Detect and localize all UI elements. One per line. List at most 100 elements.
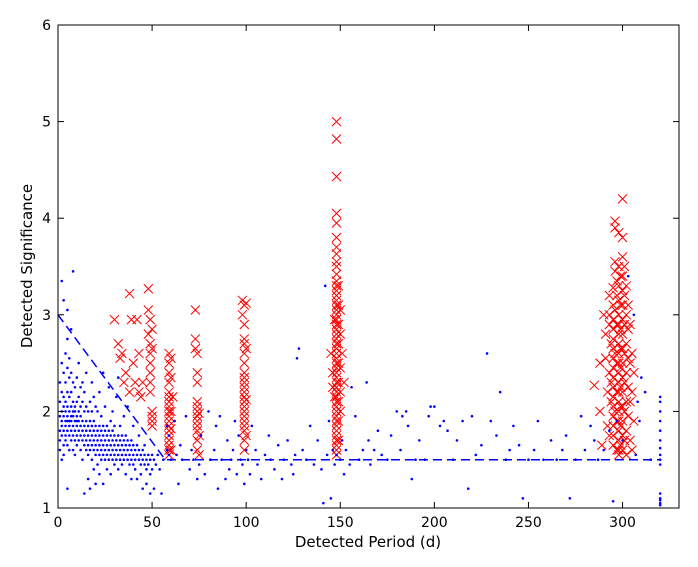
dot-marker (568, 497, 572, 500)
cross-marker (604, 309, 615, 320)
cross-marker (596, 440, 607, 451)
dot-marker (73, 429, 77, 433)
cross-marker (617, 387, 628, 397)
dot-marker (75, 419, 79, 423)
dot-marker (62, 371, 65, 375)
cross-marker (617, 194, 628, 204)
dot-marker (643, 390, 647, 394)
dot-marker (589, 424, 592, 428)
x-tick-label: 0 (54, 515, 63, 531)
cross-marker (239, 435, 250, 446)
dot-marker (73, 453, 77, 457)
x-tick-label: 250 (515, 515, 542, 531)
cross-marker (239, 392, 250, 402)
cross-marker (606, 338, 617, 349)
dot-marker (118, 458, 122, 462)
cross-marker (623, 411, 634, 422)
cross-marker (143, 305, 154, 315)
dot-marker (244, 448, 248, 452)
cross-marker (610, 305, 620, 315)
dot-marker (71, 414, 75, 418)
cross-marker (610, 223, 620, 233)
cross-marker (331, 276, 342, 286)
dot-marker (105, 468, 109, 471)
dot-marker (145, 458, 148, 462)
dot-marker (92, 429, 96, 433)
cross-marker (333, 435, 344, 446)
dot-marker (58, 400, 62, 404)
cross-marker (335, 363, 346, 373)
dot-marker (88, 439, 92, 442)
dot-marker (99, 458, 103, 462)
dot-marker (615, 419, 619, 423)
dot-marker (361, 448, 365, 452)
dot-marker (79, 405, 82, 408)
dot-marker (335, 453, 338, 457)
threshold-line (57, 314, 661, 461)
dot-marker (152, 487, 156, 490)
dot-marker (160, 492, 163, 495)
cross-marker (608, 401, 618, 412)
dot-marker (227, 468, 231, 471)
dot-marker (658, 463, 662, 466)
cross-marker (617, 358, 628, 368)
cross-marker (331, 171, 342, 182)
cross-marker (613, 295, 624, 306)
cross-marker (331, 353, 342, 364)
cross-marker (119, 377, 129, 388)
cross-marker (617, 372, 628, 383)
dot-marker (58, 439, 62, 442)
dot-marker (64, 419, 67, 423)
dot-marker (154, 463, 158, 466)
dot-marker (442, 419, 446, 423)
cross-marker (239, 416, 250, 426)
dot-marker (83, 410, 86, 413)
dot-marker (88, 400, 92, 404)
dot-marker (357, 458, 361, 462)
dot-marker (184, 414, 188, 418)
cross-marker (335, 305, 346, 315)
plot-frame (57, 24, 680, 509)
cross-marker (134, 387, 144, 397)
cross-marker (192, 348, 203, 359)
dot-marker (237, 434, 240, 437)
cross-marker (627, 348, 637, 359)
cross-marker (164, 406, 174, 417)
dot-marker (60, 279, 64, 283)
dot-marker (135, 477, 139, 481)
dot-marker (84, 419, 88, 423)
dot-marker (115, 448, 118, 452)
dot-marker (79, 424, 82, 428)
dot-marker (113, 443, 116, 447)
dot-marker (638, 419, 641, 423)
cross-marker (331, 411, 342, 422)
cross-marker (613, 387, 624, 397)
cross-marker (608, 363, 618, 373)
cross-marker (115, 353, 125, 364)
dot-marker (77, 419, 80, 423)
dot-marker (105, 453, 109, 457)
dot-marker (118, 448, 122, 452)
cross-marker (331, 249, 342, 259)
dot-marker (235, 472, 239, 476)
cross-marker (615, 421, 626, 431)
cross-marker (190, 305, 201, 315)
x-tick-label: 300 (609, 515, 636, 531)
cross-marker (192, 425, 203, 436)
cross-marker (602, 387, 613, 397)
dot-marker (115, 395, 118, 399)
cross-marker (608, 334, 618, 344)
dot-marker (81, 458, 84, 462)
cross-marker (608, 324, 618, 335)
dot-marker (71, 434, 75, 437)
dot-marker (147, 463, 150, 466)
dot-marker (107, 439, 111, 442)
cross-marker (623, 300, 634, 310)
dot-marker (103, 405, 107, 408)
dot-marker (83, 424, 86, 428)
cross-marker (331, 435, 342, 446)
cross-marker (604, 430, 615, 441)
cross-marker (120, 367, 131, 378)
cross-marker (331, 300, 342, 310)
cross-marker (617, 232, 628, 243)
